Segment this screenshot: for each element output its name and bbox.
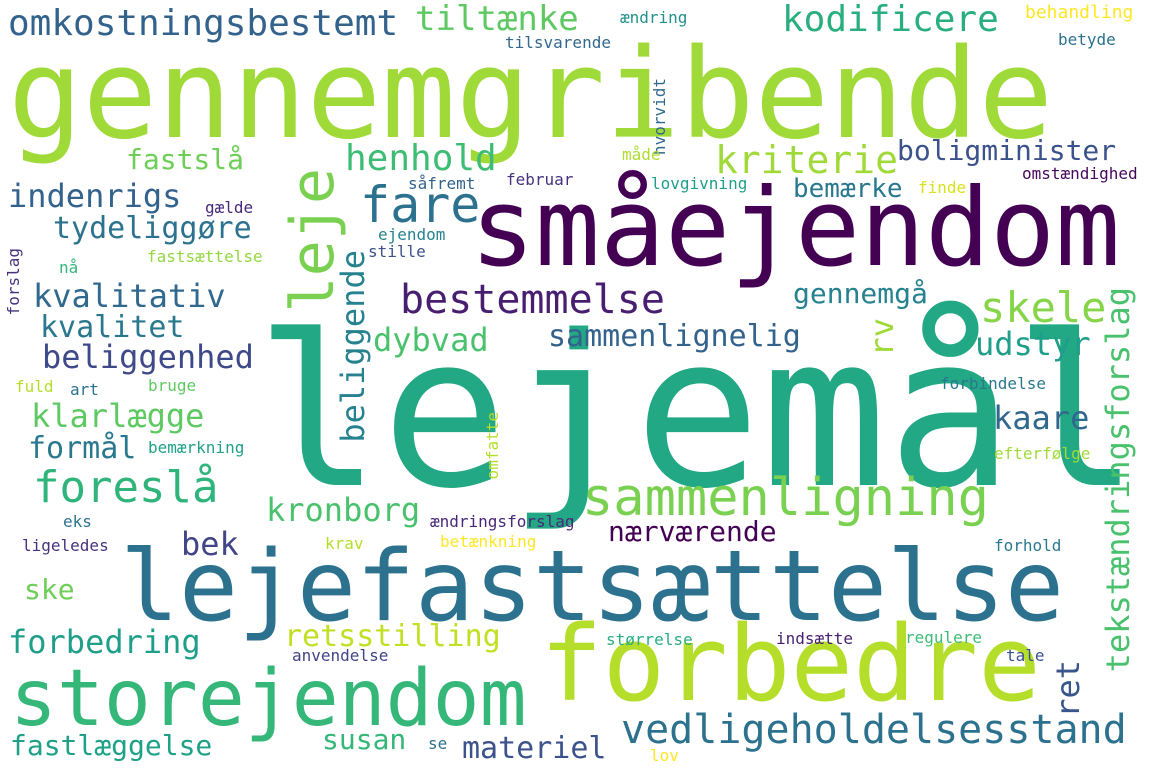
- word-na: nå: [59, 258, 79, 277]
- word-forhold: forhold: [994, 536, 1062, 555]
- word-behandling: behandling: [1025, 2, 1134, 23]
- word-omfatte: omfatte: [483, 412, 502, 480]
- word-rv: rv: [863, 318, 901, 357]
- word-kaare: kaare: [993, 399, 1090, 437]
- word-udstyr: udstyr: [975, 325, 1091, 363]
- word-kriterie: kriterie: [715, 138, 899, 182]
- word-se: se: [428, 734, 448, 753]
- word-finde: finde: [918, 178, 967, 197]
- word-fastsaettelse: fastsættelse: [147, 247, 263, 266]
- word-gaelde: gælde: [205, 198, 254, 217]
- word-naervaerende: nærværende: [608, 515, 777, 548]
- word-indsaette: indsætte: [776, 629, 854, 648]
- word-safremt: såfremt: [408, 174, 476, 193]
- word-efterfolge: efterfølge: [994, 444, 1091, 463]
- word-bemaerkning: bemærkning: [148, 438, 245, 457]
- word-lov: lov: [650, 746, 679, 765]
- word-betyde: betyde: [1058, 30, 1116, 49]
- word-stille: stille: [368, 242, 426, 261]
- word-tiltaenke: tiltænke: [415, 0, 579, 39]
- word-kronborg: kronborg: [266, 491, 421, 529]
- word-klarlaegge: klarlægge: [31, 397, 205, 435]
- word-sammenlignelig: sammenlignelig: [548, 319, 801, 354]
- word-materiel: materiel: [462, 731, 607, 766]
- word-lovgivning: lovgivning: [651, 174, 748, 193]
- word-omstaendighed: omstændighed: [1022, 164, 1138, 183]
- word-indenrigs: indenrigs: [8, 177, 182, 215]
- word-foresla: foreslå: [33, 462, 219, 513]
- word-hvorvidt: hvorvidt: [650, 78, 669, 156]
- word-bemaerke: bemærke: [793, 174, 903, 204]
- word-forbindelse: forbindelse: [940, 374, 1046, 393]
- word-krav: krav: [325, 534, 364, 553]
- word-omkostningsbestemt: omkostningsbestemt: [8, 3, 399, 44]
- word-beliggenhed: beliggenhed: [42, 338, 254, 376]
- word-boligminister: boligminister: [897, 134, 1117, 167]
- word-betaenkning: betænkning: [440, 532, 537, 551]
- word-beliggende: beliggende: [334, 250, 372, 443]
- word-kodificere: kodificere: [782, 0, 999, 40]
- word-forbedring: forbedring: [8, 623, 201, 661]
- word-tekstaendringsforslag: tekstændringsforslag: [1099, 287, 1137, 673]
- word-gennemga: gennemgå: [793, 277, 928, 310]
- word-tydeliggore: tydeliggøre: [53, 211, 252, 246]
- word-kvalitativ: kvalitativ: [33, 277, 226, 315]
- word-dybvad: dybvad: [373, 321, 489, 359]
- word-anvendelse: anvendelse: [292, 646, 389, 665]
- word-vedligeholdelsesstand: vedligeholdelsesstand: [621, 707, 1127, 753]
- word-formal: formål: [28, 431, 137, 466]
- word-bek: bek: [181, 525, 239, 563]
- word-ske: ske: [24, 573, 75, 606]
- word-aendringsforslag: ændringsforslag: [430, 512, 575, 531]
- word-susan: susan: [322, 723, 407, 756]
- word-gennemgribende: gennemgribende: [8, 23, 1054, 167]
- word-storrelse: størrelse: [606, 630, 693, 649]
- word-fare: fare: [360, 176, 481, 234]
- word-tilsvarende: tilsvarende: [505, 33, 611, 52]
- word-bruge: bruge: [148, 376, 197, 395]
- word-fastlaeggelse: fastlæggelse: [10, 729, 213, 762]
- word-forslag: forslag: [4, 248, 23, 316]
- word-lejefastsaettelse: lejefastsættelse: [120, 530, 1065, 644]
- word-sammenligning: sammenligning: [582, 468, 989, 528]
- word-ligeledes: ligeledes: [22, 536, 109, 555]
- word-henhold: henhold: [345, 138, 497, 179]
- word-storejendom: storejendom: [10, 654, 527, 744]
- word-bestemmelse: bestemmelse: [400, 277, 665, 323]
- word-made: måde: [622, 145, 661, 164]
- word-retsstilling: retsstilling: [284, 619, 501, 654]
- word-regulere: regulere: [905, 628, 983, 647]
- word-eks: eks: [63, 512, 92, 531]
- word-lejemal: lejemål: [255, 290, 1141, 535]
- word-art: art: [70, 380, 99, 399]
- word-ejendom: ejendom: [378, 225, 446, 244]
- word-februar: februar: [506, 170, 574, 189]
- word-skele: skele: [980, 283, 1107, 332]
- word-fuld: fuld: [15, 377, 54, 396]
- word-smaejendom: småejendom: [470, 166, 1121, 291]
- word-kvalitet: kvalitet: [40, 310, 185, 345]
- word-ret: ret: [1049, 660, 1087, 718]
- word-forbedre: forbedre: [540, 603, 1041, 725]
- word-tale: tale: [1006, 646, 1045, 665]
- word-fastsla: fastslå: [126, 143, 245, 176]
- word-aendring: ændring: [620, 8, 688, 27]
